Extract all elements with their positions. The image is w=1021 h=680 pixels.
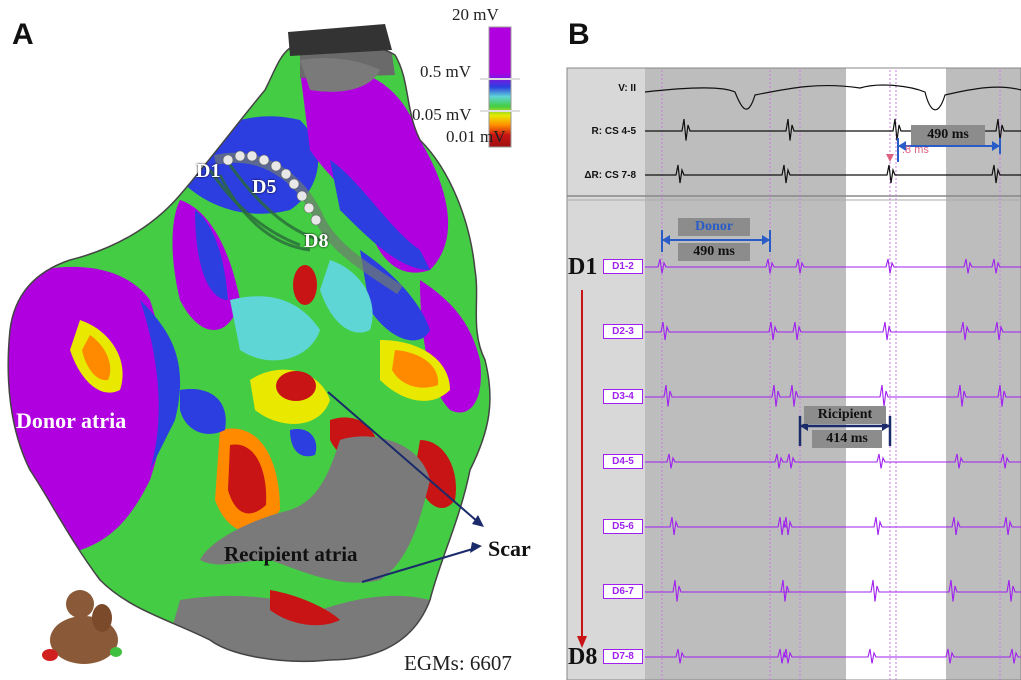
channel-label-d6-7: D6-7 <box>603 584 643 599</box>
catheter-label-d5: D5 <box>252 176 277 198</box>
scale-label-bottom: 0.01 mV <box>446 127 506 146</box>
scale-label-upper: 0.5 mV <box>420 62 471 81</box>
channel-label-d2-3: D2-3 <box>603 324 643 339</box>
egm-count: EGMs: 6607 <box>404 651 512 675</box>
channel-label-d5-6: D5-6 <box>603 519 643 534</box>
trace-d-2 <box>645 321 1021 341</box>
trace-cs-4-5 <box>645 118 1021 141</box>
trace-d-4 <box>645 453 1021 469</box>
channel-label-cs-4-5: R: CS 4-5 <box>591 126 636 137</box>
catheter <box>208 150 403 295</box>
recipient-atria-label: Recipient atria <box>224 542 358 566</box>
scale-label-lower: 0.05 mV <box>412 105 472 124</box>
trace-d-6 <box>645 579 1021 602</box>
trace-cs-7-8 <box>645 164 1021 184</box>
recipient-interval: 414 ms <box>812 430 882 448</box>
channel-label-v-ii: V: II <box>618 83 636 94</box>
scale-label-top: 20 mV <box>452 5 499 24</box>
voltage-scale-bar <box>488 26 512 148</box>
d-traces <box>645 258 1021 664</box>
trace-d-7 <box>645 648 1021 664</box>
cs-small-label: .8 ms <box>902 144 929 156</box>
trace-v-ii <box>644 84 1021 111</box>
orientation-torso-icon <box>42 590 122 664</box>
trace-d-5 <box>645 516 1021 536</box>
channel-label-d4-5: D4-5 <box>603 454 643 469</box>
channel-label-d7-8: D7-8 <box>603 649 643 664</box>
channel-label-d3-4: D3-4 <box>603 389 643 404</box>
recipient-title: Ricipient <box>804 406 886 424</box>
donor-atria-label: Donor atria <box>16 408 127 433</box>
channel-label-d1-2: D1-2 <box>603 259 643 274</box>
voltage-map <box>7 24 520 664</box>
donor-title: Donor <box>678 218 750 236</box>
trace-d-3 <box>645 384 1021 407</box>
d8-label: D8 <box>568 644 598 670</box>
panel-label-b: B <box>568 18 590 51</box>
catheter-label-d1: D1 <box>196 160 221 182</box>
trace-d-1 <box>645 258 1021 274</box>
d1-label: D1 <box>568 254 598 280</box>
panel-label-a: A <box>12 18 34 51</box>
channel-label-cs-7-8: ΔR: CS 7-8 <box>584 170 636 181</box>
scar-label: Scar <box>488 536 531 561</box>
donor-interval: 490 ms <box>678 243 750 261</box>
catheter-label-d8: D8 <box>304 230 329 252</box>
cs-interval-box: 490 ms <box>911 125 985 145</box>
top-traces <box>644 84 1021 184</box>
